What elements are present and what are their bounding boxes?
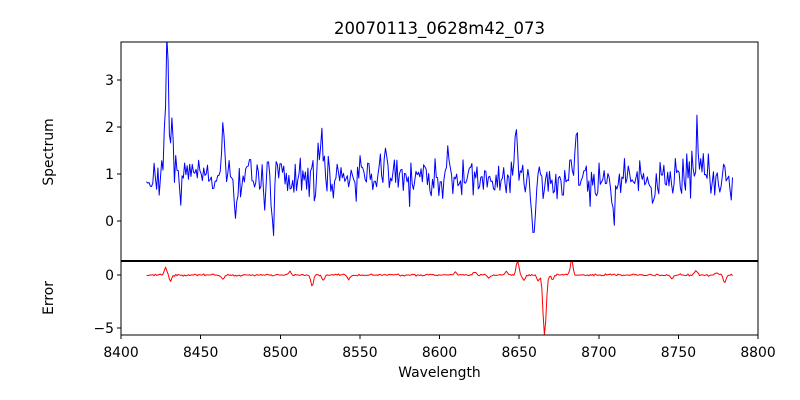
x-tick-label: 8700 (581, 345, 616, 361)
spectrum-frame (120, 41, 759, 262)
x-tick-label: 8550 (342, 345, 377, 361)
spectrum-y-tick-label: 1 (105, 167, 114, 183)
error-y-tick-label: −5 (94, 321, 114, 337)
spectrum-line (146, 42, 734, 236)
x-tick-label: 8400 (103, 345, 138, 361)
error-frame (120, 260, 759, 336)
error-line (146, 261, 733, 335)
spectrum-y-tick-label: 0 (105, 214, 114, 230)
x-tick-label: 8500 (263, 345, 298, 361)
x-tick-label: 8800 (740, 345, 775, 361)
x-tick-label: 8600 (422, 345, 457, 361)
x-tick-label: 8650 (501, 345, 536, 361)
x-tick-label: 8450 (183, 345, 218, 361)
x-tick-label: 8750 (661, 345, 696, 361)
spectrum-y-tick-label: 3 (105, 73, 114, 89)
chart-title: 20070113_0628m42_073 (333, 19, 546, 38)
spectrum-y-tick-label: 2 (105, 120, 114, 136)
x-axis-label: Wavelength (398, 365, 481, 381)
error-y-tick-label: 0 (105, 268, 114, 284)
